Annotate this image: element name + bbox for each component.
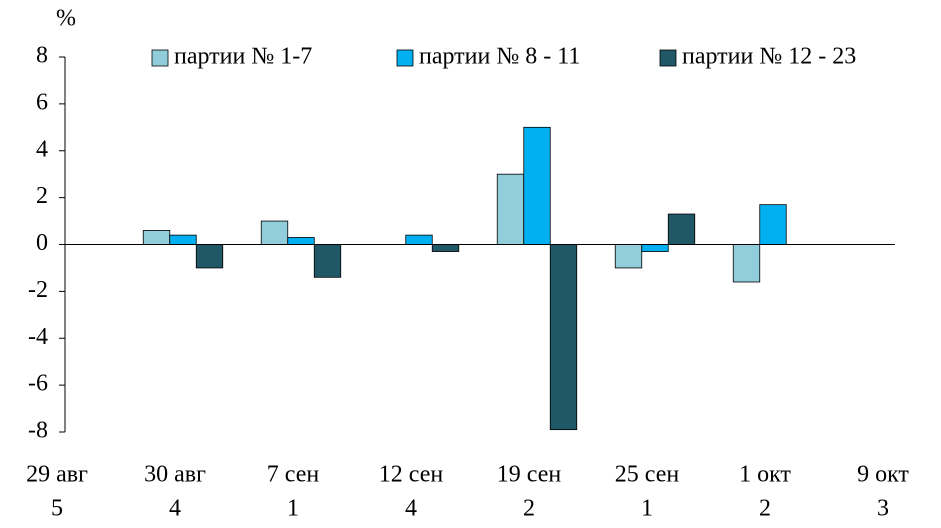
x-tick-label: 7 сен (267, 462, 320, 488)
bar (523, 126, 551, 245)
x-tick-sublabel: 3 (877, 496, 889, 522)
y-tick-label: 6 (36, 89, 48, 115)
y-tick-label: -2 (28, 277, 48, 303)
bar (759, 204, 787, 245)
bar (641, 244, 669, 252)
y-tick-label: 2 (36, 183, 48, 209)
x-tick-sublabel: 4 (405, 496, 417, 522)
x-tick-sublabel: 4 (169, 496, 181, 522)
bar (142, 230, 171, 245)
y-tick-label: 0 (36, 230, 48, 256)
legend-swatch (151, 49, 169, 67)
y-tick-label: -8 (28, 418, 48, 444)
bar (732, 244, 761, 283)
x-tick-label: 1 окт (739, 462, 791, 488)
y-tick-label: -6 (28, 371, 48, 397)
bar (287, 237, 315, 245)
y-tick-label: -4 (28, 324, 48, 350)
bar (549, 244, 578, 431)
x-tick-label: 30 авг (144, 462, 206, 488)
legend-swatch (396, 49, 414, 67)
x-tick-label: 12 сен (379, 462, 444, 488)
y-axis-label: % (56, 6, 76, 32)
bar (496, 173, 525, 245)
bar (431, 244, 460, 252)
bar (667, 213, 696, 245)
x-tick-sublabel: 1 (641, 496, 653, 522)
x-tick-sublabel: 5 (51, 496, 63, 522)
bar (169, 234, 197, 245)
legend-swatch (659, 49, 677, 67)
bar (313, 244, 342, 278)
legend-label: партии № 1-7 (174, 44, 312, 70)
legend-label: партии № 12 - 23 (682, 44, 856, 70)
x-tick-label: 29 авг (26, 462, 88, 488)
x-tick-sublabel: 2 (523, 496, 535, 522)
bar (260, 220, 289, 245)
x-tick-sublabel: 2 (759, 496, 771, 522)
y-tick-label: 8 (36, 43, 48, 69)
x-tick-label: 25 сен (615, 462, 680, 488)
y-tick-label: 4 (36, 136, 48, 162)
x-tick-label: 19 сен (497, 462, 562, 488)
x-tick-label: 9 окт (857, 462, 909, 488)
bar (405, 234, 433, 245)
bar (614, 244, 643, 269)
legend-label: партии № 8 - 11 (419, 44, 580, 70)
bar (195, 244, 224, 269)
x-tick-sublabel: 1 (287, 496, 299, 522)
